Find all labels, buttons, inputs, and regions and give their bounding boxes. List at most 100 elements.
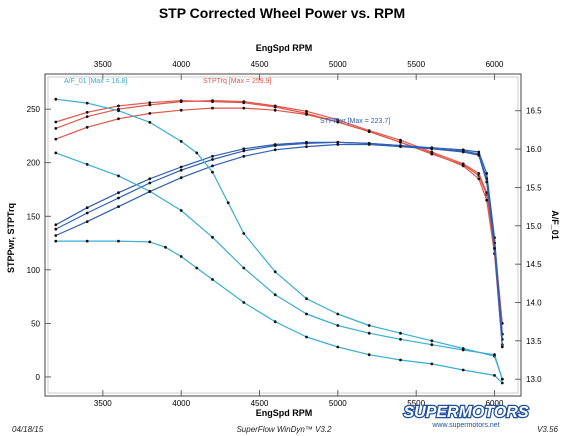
series-5-point-8 — [305, 145, 308, 149]
series-2-point-10 — [367, 130, 371, 134]
series-4-point-6 — [242, 149, 246, 153]
series-8-point-3 — [148, 240, 152, 244]
y-axis-label-right: A/F_01 — [550, 210, 560, 240]
series-8-point-2 — [117, 239, 120, 243]
series-8-point-10 — [305, 335, 308, 339]
series-1-point-6 — [242, 100, 246, 103]
series-3-point-0 — [54, 223, 58, 227]
series-7-point-4 — [179, 209, 183, 212]
series-6-point-7 — [226, 201, 230, 205]
x-tick-top-label-3: 5000 — [329, 60, 347, 69]
series-7-point-9 — [336, 324, 340, 327]
series-6-point-0 — [54, 97, 58, 101]
annotation-trq-max: STPTrq [Max = 259.9] — [203, 78, 271, 85]
series-3-point-15 — [485, 172, 489, 175]
series-6-point-9 — [273, 270, 277, 274]
y-tick-left-label-5: 250 — [27, 105, 41, 114]
series-4-point-8 — [305, 142, 308, 145]
series-1-point-9 — [336, 118, 340, 122]
series-4-point-1 — [85, 211, 89, 215]
series-5-point-16 — [493, 247, 496, 250]
brand-url: www.supermotors.net — [431, 422, 499, 429]
series-6-point-1 — [85, 101, 89, 105]
series-2-point-11 — [399, 140, 402, 144]
series-6-point-14 — [430, 339, 434, 343]
x-tick-top-label-0: 3500 — [94, 60, 112, 69]
series-7-point-8 — [305, 312, 308, 316]
series-line-1 — [55, 99, 503, 324]
series-3-point-1 — [85, 206, 89, 210]
series-5-point-5 — [211, 164, 214, 168]
x-tick-bottom-label-2: 4500 — [251, 399, 269, 408]
y-axis-label-left: STPPwr, STPTrq — [6, 203, 16, 273]
series-7-point-2 — [117, 174, 120, 178]
series-0-point-3 — [148, 101, 152, 105]
series-7-point-1 — [85, 163, 89, 166]
series-4-point-4 — [179, 168, 183, 172]
series-line-8 — [55, 240, 503, 384]
series-7-point-0 — [54, 151, 58, 155]
series-7-point-14 — [493, 353, 496, 357]
series-7-point-6 — [242, 266, 246, 270]
series-2-point-12 — [430, 151, 434, 155]
series-8-point-13 — [399, 358, 402, 362]
series-8-point-5 — [179, 255, 183, 258]
series-line-2 — [55, 107, 503, 345]
x-tick-bottom-label-1: 4000 — [172, 399, 190, 408]
series-8-point-14 — [430, 362, 434, 366]
annotation-pwr-max: STPPwr [Max = 223.7] — [320, 118, 390, 125]
series-3-point-6 — [242, 147, 246, 151]
series-1-point-3 — [148, 103, 152, 107]
x-ticks-top: 3500 4000 4500 5000 5500 6000 — [94, 60, 504, 80]
series-0-point-2 — [117, 104, 120, 108]
y-tick-right-label-6: 16.0 — [526, 145, 542, 154]
series-5-point-6 — [242, 154, 246, 158]
y-tick-right-label-4: 15.0 — [526, 222, 542, 231]
series-1-point-13 — [461, 162, 465, 166]
series-1-point-8 — [305, 109, 308, 113]
series-8-point-15 — [461, 368, 465, 372]
y-tick-right-label-3: 14.5 — [526, 260, 542, 269]
series-2-point-9 — [336, 120, 340, 124]
y-tick-left-label-2: 100 — [27, 266, 41, 275]
series-7-point-13 — [461, 348, 465, 352]
series-5-point-11 — [399, 145, 402, 149]
series-5-point-10 — [367, 143, 371, 146]
series-2-point-4 — [179, 108, 183, 112]
series-5-point-0 — [54, 234, 58, 237]
x-tick-bottom-label-4: 5500 — [407, 399, 425, 408]
series-2-point-0 — [54, 137, 58, 141]
series-6-point-5 — [195, 151, 199, 155]
series-8-point-7 — [211, 278, 214, 281]
series-layer — [54, 97, 504, 385]
series-4-point-7 — [273, 144, 277, 148]
series-6-point-12 — [367, 324, 371, 327]
x-tick-top-label-4: 5500 — [407, 60, 425, 69]
y-tick-left-label-1: 50 — [31, 319, 40, 328]
series-2-point-14 — [477, 177, 481, 181]
series-2-point-15 — [485, 198, 489, 202]
series-7-point-12 — [430, 343, 434, 347]
series-2-point-2 — [117, 117, 120, 121]
series-1-point-5 — [211, 99, 214, 102]
x-tick-bottom-label-5: 6000 — [486, 399, 504, 408]
y-tick-left-label-3: 150 — [27, 212, 41, 221]
series-line-6 — [55, 98, 503, 380]
series-5-point-1 — [85, 220, 89, 224]
series-4-point-2 — [117, 196, 120, 200]
x-axis-label-top: EngSpd RPM — [256, 43, 313, 53]
series-8-point-16 — [493, 374, 496, 377]
x-tick-top-label-1: 4000 — [172, 60, 190, 69]
series-4-point-5 — [211, 158, 214, 161]
series-1-point-11 — [399, 138, 402, 142]
series-6-point-2 — [117, 109, 120, 113]
y-tick-right-label-0: 13.0 — [526, 375, 542, 384]
footer-software: SuperFlow WinDyn™ V3.2 — [236, 425, 332, 434]
series-1-point-0 — [54, 126, 58, 130]
y-tick-right-label-2: 14.0 — [526, 298, 542, 307]
series-2-point-13 — [461, 164, 465, 168]
series-5-point-13 — [461, 150, 465, 154]
series-6-point-4 — [179, 140, 183, 143]
series-3-point-14 — [477, 150, 481, 154]
